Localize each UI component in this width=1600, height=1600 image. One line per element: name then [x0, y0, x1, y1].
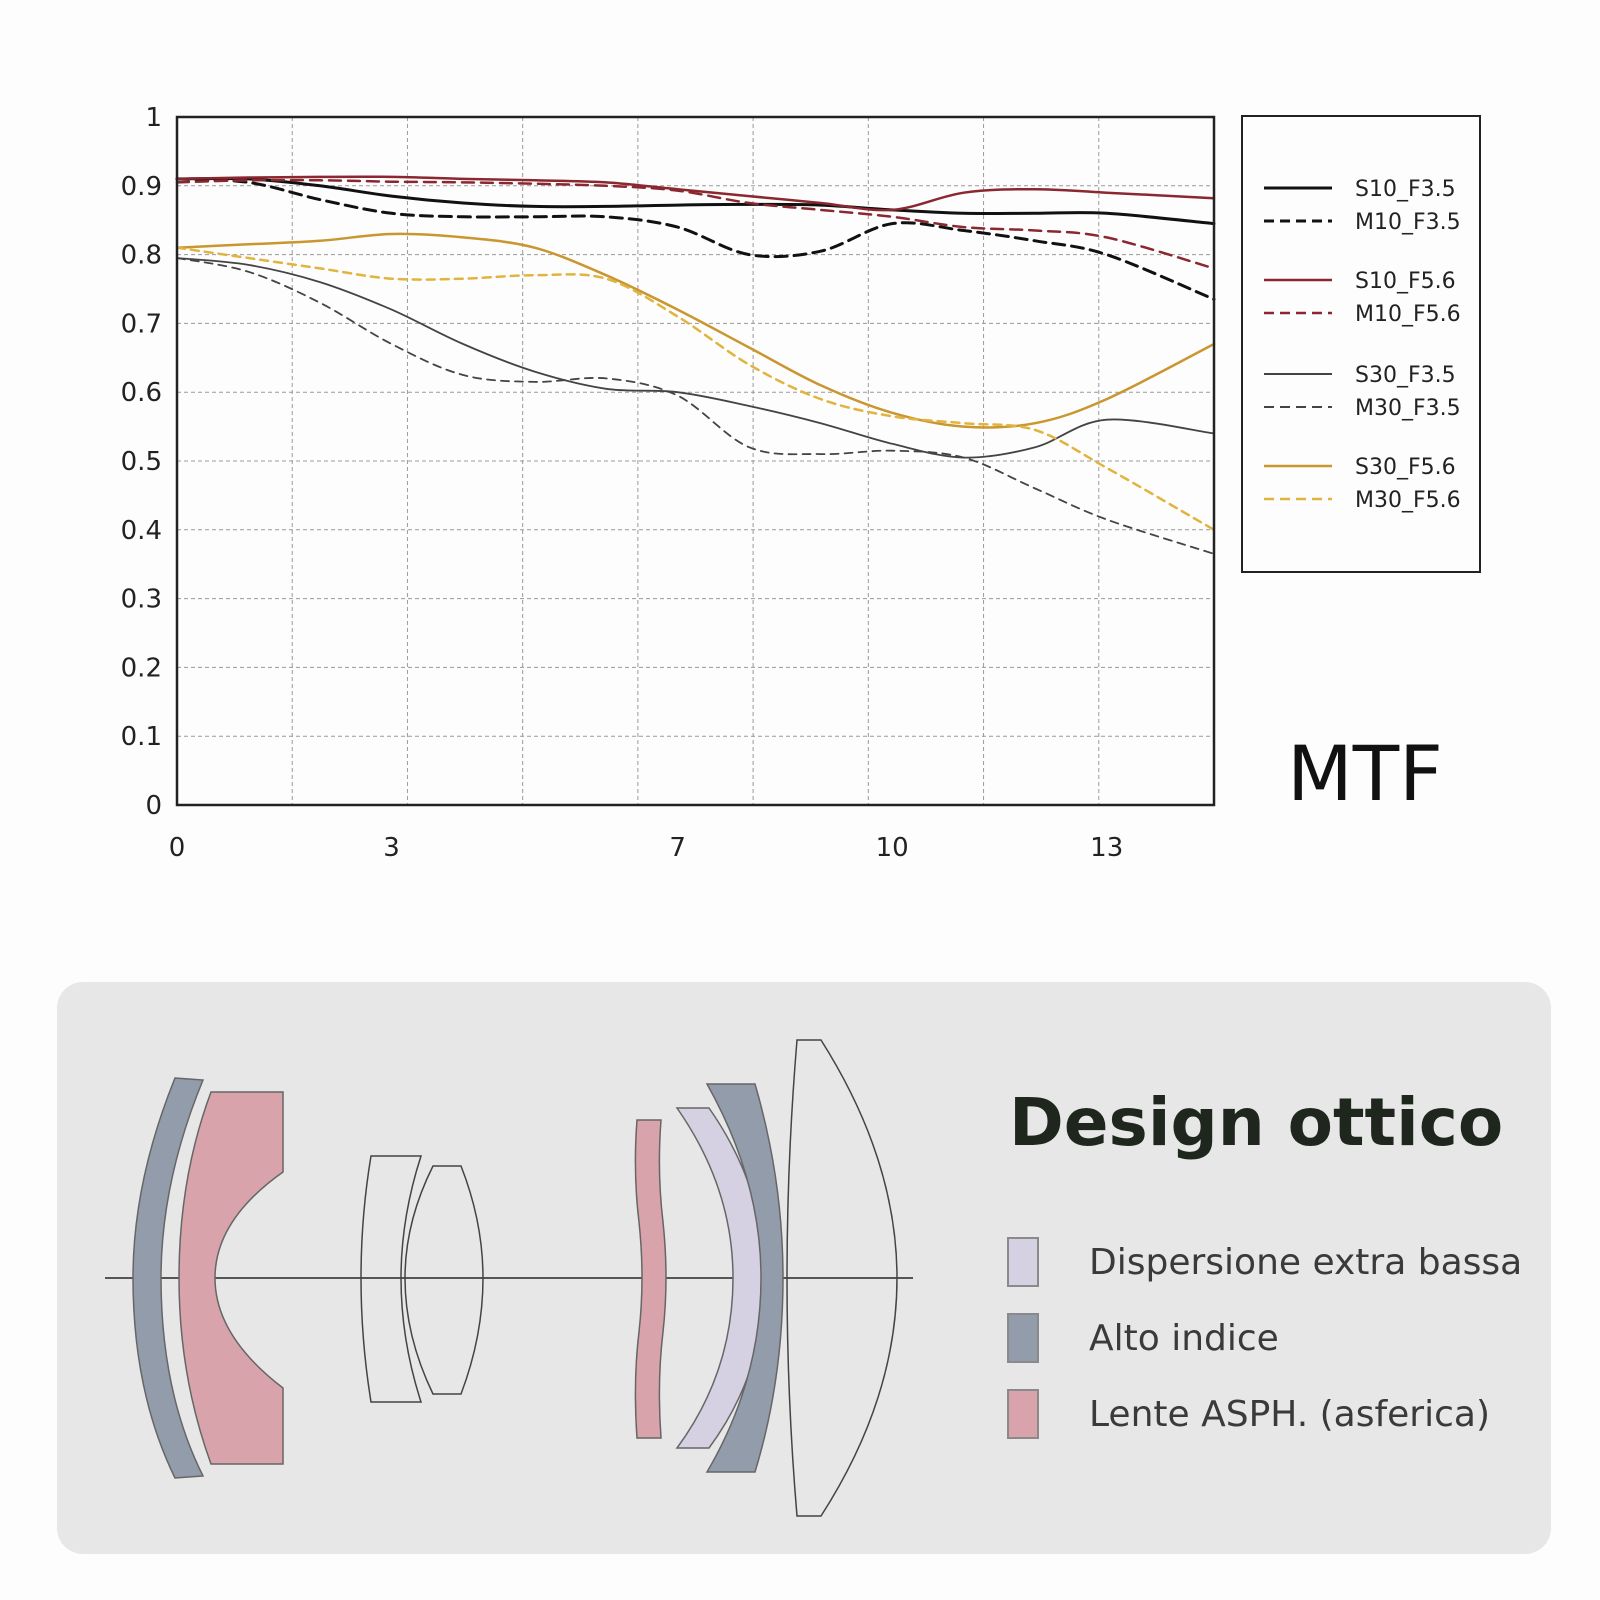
y-axis-ticks: 0 0.1 0.2 0.3 0.4 0.5 0.6 0.7 0.8 0.9 1: [121, 103, 162, 821]
lens-element-5-asph: [634, 1119, 667, 1439]
y-tick-label: 0.8: [121, 241, 162, 271]
chart-series-group: [175, 175, 1216, 555]
series-line-s10-f5-6: [175, 175, 1216, 212]
legend-text-asph: Lente ASPH. (asferica): [1089, 1393, 1490, 1435]
optical-design-panel: Design ottico Dispersione extra bassa Al…: [57, 982, 1551, 1554]
chart-legend: S10_F3.5 M10_F3.5 S10_F5.6 M10_F5.6 S30_F3.5…: [1264, 177, 1461, 513]
series-line-m30-f3-5: [176, 257, 1215, 555]
plot-frame: [175, 115, 1216, 807]
y-tick-label: 0.7: [121, 309, 162, 339]
lens-element-3: [360, 1155, 423, 1403]
legend-label-m10-f3-5: M10_F3.5: [1355, 210, 1461, 235]
series-line-m10-f5-6: [175, 178, 1216, 270]
legend-label-m30-f3-5: M30_F3.5: [1355, 396, 1461, 421]
legend-row-extra-low-dispersion: Dispersione extra bassa: [1007, 1234, 1522, 1290]
legend-label-s10-f5-6: S10_F5.6: [1355, 269, 1456, 294]
x-axis-ticks: 0 3 7 10 13: [169, 833, 1124, 863]
y-tick-label: 1: [145, 103, 162, 133]
legend-swatch-extra-low-dispersion: [1007, 1237, 1039, 1287]
legend-text-high-index: Alto indice: [1089, 1317, 1279, 1359]
chart-title: MTF: [1287, 729, 1443, 818]
chart-grid: [177, 117, 1214, 805]
legend-swatch-high-index: [1007, 1313, 1039, 1363]
x-tick-label: 3: [383, 833, 400, 863]
lens-element-4: [404, 1165, 484, 1395]
legend-label-m10-f5-6: M10_F5.6: [1355, 302, 1461, 327]
legend-label-s10-f3-5: S10_F3.5: [1355, 177, 1456, 202]
legend-label-s30-f5-6: S30_F5.6: [1355, 455, 1456, 480]
x-tick-label: 7: [669, 833, 686, 863]
design-title: Design ottico: [1009, 1084, 1504, 1161]
series-line-m10-f3-5: [175, 177, 1216, 301]
y-tick-label: 0.4: [121, 516, 162, 546]
y-tick-label: 0.5: [121, 447, 162, 477]
lens-diagram: [105, 1039, 913, 1517]
y-tick-label: 0.6: [121, 378, 162, 408]
lens-element-2-asph: [178, 1091, 284, 1465]
legend-row-asph: Lente ASPH. (asferica): [1007, 1386, 1490, 1442]
legend-text-extra-low-dispersion: Dispersione extra bassa: [1089, 1241, 1523, 1283]
x-tick-label: 0: [169, 833, 186, 863]
mtf-chart: 0 0.1 0.2 0.3 0.4 0.5 0.6 0.7 0.8 0.9 1 0 3 7 10 13 S1…: [121, 103, 1481, 863]
x-tick-label: 13: [1090, 833, 1123, 863]
series-line-s10-f3-5: [175, 176, 1216, 226]
legend-row-high-index: Alto indice: [1007, 1310, 1279, 1366]
lens-element-1-high-index: [132, 1077, 205, 1479]
series-line-s30-f3-5: [176, 257, 1215, 459]
y-tick-label: 0: [145, 791, 162, 821]
legend-label-m30-f5-6: M30_F5.6: [1355, 488, 1461, 513]
y-tick-label: 0.9: [121, 172, 162, 202]
lens-element-8: [786, 1039, 898, 1517]
legend-box: [1241, 115, 1481, 573]
x-tick-label: 10: [876, 833, 909, 863]
legend-swatch-asph: [1007, 1389, 1039, 1439]
y-tick-label: 0.2: [121, 653, 162, 683]
lens-element-7-high-index: [705, 1083, 784, 1473]
y-tick-label: 0.1: [121, 722, 162, 752]
series-line-s30-f5-6: [175, 232, 1216, 429]
y-tick-label: 0.3: [121, 585, 162, 615]
legend-label-s30-f3-5: S30_F3.5: [1355, 363, 1456, 388]
series-line-m30-f5-6: [175, 246, 1216, 532]
